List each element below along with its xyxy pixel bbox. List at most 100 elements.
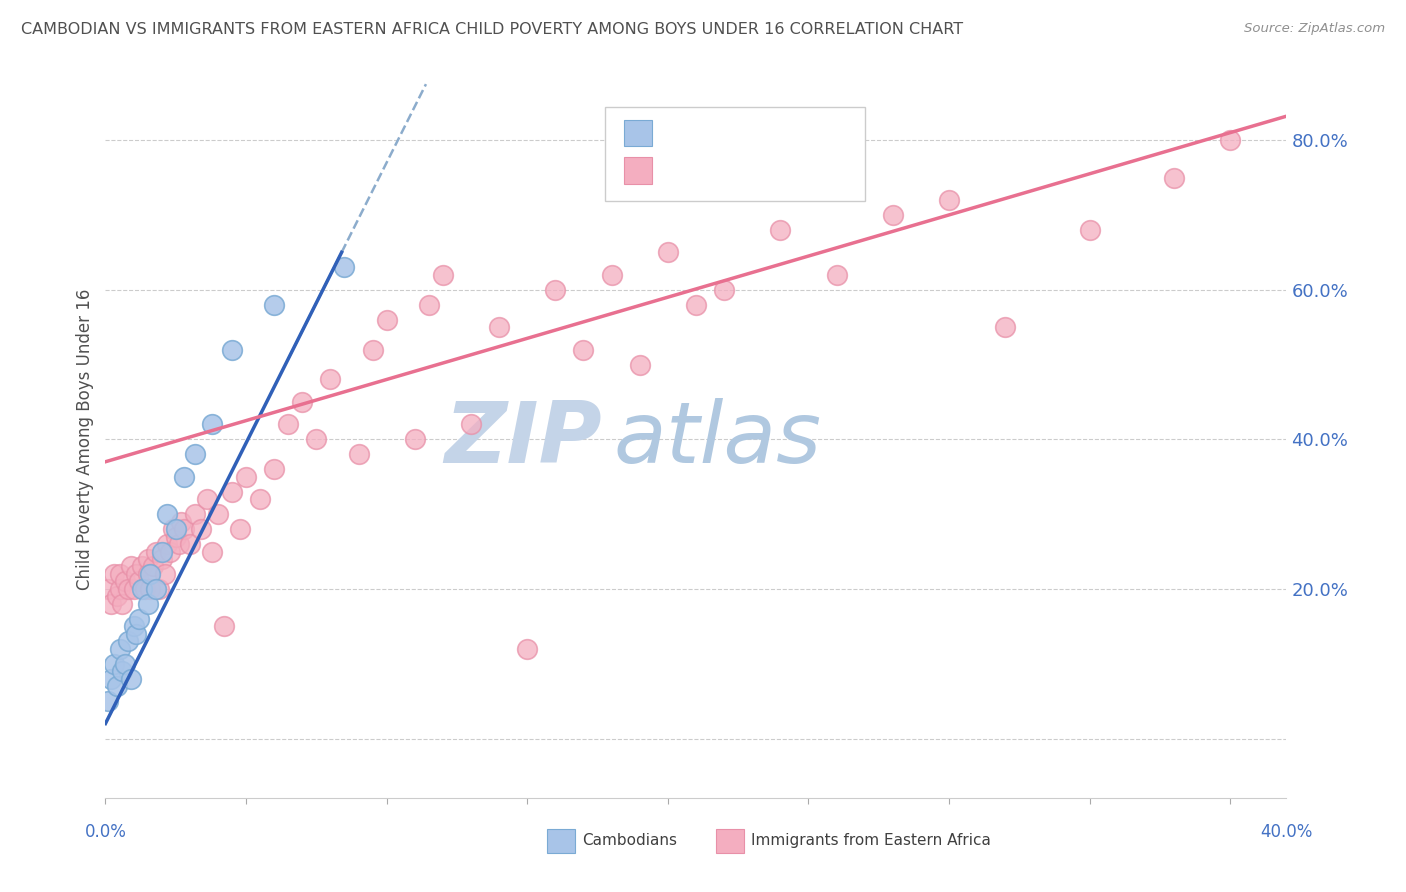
Point	[128, 574, 150, 589]
Point	[150, 544, 173, 558]
Point	[108, 641, 131, 656]
Point	[249, 492, 271, 507]
Text: 0.0%: 0.0%	[84, 822, 127, 840]
Point	[108, 566, 131, 581]
Point	[184, 507, 207, 521]
Point	[120, 672, 142, 686]
Point	[544, 283, 567, 297]
Text: CAMBODIAN VS IMMIGRANTS FROM EASTERN AFRICA CHILD POVERTY AMONG BOYS UNDER 16 CO: CAMBODIAN VS IMMIGRANTS FROM EASTERN AFR…	[21, 22, 963, 37]
Point	[153, 566, 176, 581]
Text: R = 0.793   N = 25: R = 0.793 N = 25	[658, 124, 815, 142]
Point	[100, 597, 122, 611]
Text: 40.0%: 40.0%	[1260, 822, 1313, 840]
Point	[114, 657, 136, 671]
Point	[347, 447, 370, 461]
Point	[122, 619, 145, 633]
Text: Immigrants from Eastern Africa: Immigrants from Eastern Africa	[751, 833, 991, 847]
Point	[142, 559, 165, 574]
Point	[938, 193, 960, 207]
Point	[156, 537, 179, 551]
Point	[111, 664, 134, 678]
Point	[221, 343, 243, 357]
Point	[1219, 133, 1241, 147]
Point	[291, 395, 314, 409]
Point	[103, 566, 125, 581]
Point	[114, 574, 136, 589]
Point	[131, 582, 153, 596]
Point	[103, 657, 125, 671]
Point	[122, 582, 145, 596]
Point	[263, 298, 285, 312]
Point	[235, 469, 257, 483]
Text: atlas: atlas	[613, 398, 821, 481]
Point	[994, 320, 1017, 334]
Text: ZIP: ZIP	[444, 398, 602, 481]
Point	[145, 582, 167, 596]
Point	[229, 522, 252, 536]
Point	[305, 432, 328, 446]
Point	[159, 544, 181, 558]
Point	[418, 298, 440, 312]
Point	[207, 507, 229, 521]
Point	[769, 223, 792, 237]
Point	[117, 582, 139, 596]
Point	[195, 492, 218, 507]
Point	[212, 619, 235, 633]
Point	[277, 417, 299, 432]
Point	[628, 358, 651, 372]
Point	[375, 312, 398, 326]
Point	[165, 522, 187, 536]
Point	[108, 582, 131, 596]
Point	[361, 343, 384, 357]
Point	[221, 484, 243, 499]
Point	[165, 530, 187, 544]
Point	[404, 432, 426, 446]
Point	[136, 566, 159, 581]
Point	[97, 582, 120, 596]
Point	[432, 268, 454, 282]
Point	[333, 260, 356, 275]
Point	[882, 208, 904, 222]
Point	[105, 590, 128, 604]
Point	[111, 597, 134, 611]
Point	[136, 597, 159, 611]
Point	[173, 522, 195, 536]
Point	[125, 566, 148, 581]
Text: Source: ZipAtlas.com: Source: ZipAtlas.com	[1244, 22, 1385, 36]
Point	[125, 627, 148, 641]
Text: R = 0.639   N = 70: R = 0.639 N = 70	[658, 161, 815, 179]
Point	[184, 447, 207, 461]
Point	[105, 679, 128, 693]
Point	[148, 582, 170, 596]
Point	[100, 672, 122, 686]
Point	[128, 612, 150, 626]
Point	[117, 634, 139, 648]
Point	[319, 372, 342, 386]
Point	[179, 537, 201, 551]
Point	[162, 522, 184, 536]
Point	[488, 320, 510, 334]
Point	[1163, 170, 1185, 185]
Point	[156, 507, 179, 521]
Point	[572, 343, 595, 357]
Y-axis label: Child Poverty Among Boys Under 16: Child Poverty Among Boys Under 16	[76, 289, 94, 590]
Point	[167, 537, 190, 551]
Point	[173, 469, 195, 483]
Point	[201, 544, 224, 558]
Point	[150, 552, 173, 566]
Point	[713, 283, 735, 297]
Point	[97, 694, 120, 708]
Point	[139, 582, 162, 596]
Point	[825, 268, 848, 282]
Point	[201, 417, 224, 432]
Point	[685, 298, 707, 312]
Point	[131, 559, 153, 574]
Point	[657, 245, 679, 260]
Text: Cambodians: Cambodians	[582, 833, 678, 847]
Point	[263, 462, 285, 476]
Point	[145, 544, 167, 558]
Point	[134, 582, 156, 596]
Point	[190, 522, 212, 536]
Point	[170, 515, 193, 529]
Point	[139, 566, 162, 581]
